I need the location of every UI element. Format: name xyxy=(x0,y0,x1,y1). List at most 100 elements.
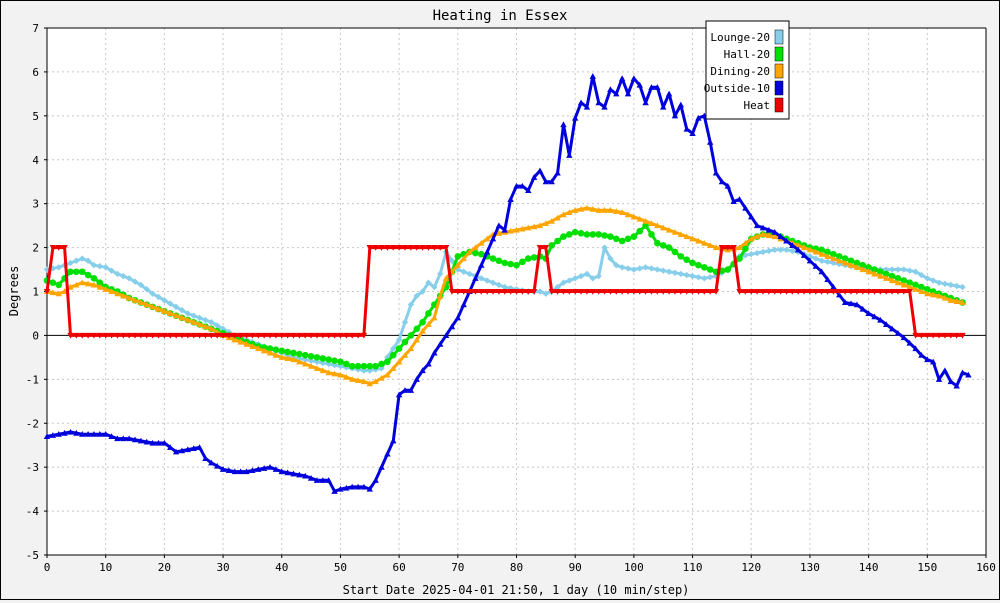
data-point xyxy=(783,288,790,295)
data-point xyxy=(360,483,368,490)
data-point xyxy=(624,288,632,295)
data-point xyxy=(495,230,503,236)
data-point xyxy=(266,332,274,339)
data-point xyxy=(830,259,837,267)
data-point xyxy=(190,332,197,339)
data-point xyxy=(249,332,256,339)
y-tick-label: -2 xyxy=(26,417,39,430)
data-point xyxy=(354,483,362,490)
data-point xyxy=(566,152,573,158)
data-point xyxy=(384,371,391,378)
data-point xyxy=(818,246,825,254)
data-point xyxy=(431,245,438,251)
data-point xyxy=(753,233,761,240)
x-tick-label: 140 xyxy=(859,561,879,574)
data-point xyxy=(830,250,837,258)
data-point xyxy=(325,369,332,376)
data-point xyxy=(348,362,356,370)
data-point xyxy=(231,468,238,475)
data-point xyxy=(454,261,462,268)
data-point xyxy=(378,245,385,251)
x-tick-label: 80 xyxy=(510,561,523,574)
x-tick-label: 120 xyxy=(741,561,761,574)
data-point xyxy=(683,288,690,295)
data-point xyxy=(583,231,591,238)
data-point xyxy=(642,288,649,295)
y-axis-label: Degrees xyxy=(7,266,21,317)
data-point xyxy=(337,358,344,366)
data-point xyxy=(125,275,133,282)
data-point xyxy=(536,167,544,174)
data-point xyxy=(888,325,896,332)
data-point xyxy=(437,292,444,299)
data-point xyxy=(871,270,878,277)
data-point xyxy=(560,211,567,218)
data-point xyxy=(319,332,327,339)
data-point xyxy=(777,288,784,295)
data-point xyxy=(659,242,667,249)
data-point xyxy=(935,292,943,299)
data-point xyxy=(853,264,861,270)
data-point xyxy=(501,259,509,267)
data-point xyxy=(401,245,409,251)
data-point xyxy=(90,431,98,437)
x-tick-label: 10 xyxy=(99,561,112,574)
data-point xyxy=(847,300,855,307)
data-point xyxy=(806,288,814,295)
data-point xyxy=(73,429,80,436)
data-point xyxy=(519,225,526,232)
grid xyxy=(47,28,986,555)
data-point xyxy=(366,485,373,492)
data-point xyxy=(219,332,227,339)
data-point xyxy=(143,301,150,308)
data-point xyxy=(824,253,831,259)
data-point xyxy=(935,279,943,286)
data-point xyxy=(73,332,80,339)
data-point xyxy=(824,258,831,266)
data-point xyxy=(789,247,796,255)
data-point xyxy=(79,279,86,286)
data-point xyxy=(384,245,391,251)
data-point xyxy=(618,288,626,295)
data-point xyxy=(307,362,315,369)
data-point xyxy=(566,231,573,238)
data-point xyxy=(636,227,644,235)
data-point xyxy=(859,305,866,312)
data-point xyxy=(771,229,778,235)
series-outside-10 xyxy=(43,73,972,494)
data-point xyxy=(836,288,843,295)
data-point xyxy=(161,308,168,314)
data-point xyxy=(366,245,373,251)
data-point xyxy=(835,253,843,260)
data-point xyxy=(354,362,362,370)
data-point xyxy=(454,288,462,295)
data-point xyxy=(648,84,655,90)
data-point xyxy=(442,332,450,338)
data-point xyxy=(695,114,702,121)
data-point xyxy=(929,332,937,339)
data-point xyxy=(331,332,338,339)
data-point xyxy=(55,281,63,289)
data-point xyxy=(507,288,514,295)
data-point xyxy=(102,286,109,292)
data-point xyxy=(742,288,749,295)
data-point xyxy=(372,378,379,385)
data-point xyxy=(654,288,661,295)
data-point xyxy=(636,265,643,272)
data-point xyxy=(765,288,773,295)
data-point xyxy=(419,245,426,251)
data-point xyxy=(419,327,426,334)
data-point xyxy=(114,332,121,339)
data-point xyxy=(319,355,327,362)
data-point xyxy=(595,231,602,238)
data-point xyxy=(325,477,332,483)
data-point xyxy=(712,288,720,295)
legend-label: Hall-20 xyxy=(724,48,770,61)
data-point xyxy=(96,431,104,437)
data-point xyxy=(912,345,919,352)
data-point xyxy=(548,242,556,249)
data-point xyxy=(624,265,632,272)
y-tick-label: 3 xyxy=(32,198,39,211)
data-point xyxy=(554,288,561,295)
data-point xyxy=(483,235,491,242)
